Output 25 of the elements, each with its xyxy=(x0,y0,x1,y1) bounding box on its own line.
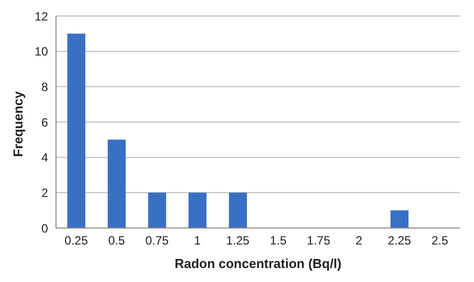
x-axis-title: Radon concentration (Bq/l) xyxy=(174,256,342,271)
x-tick-label: 1 xyxy=(194,234,202,248)
bar xyxy=(108,140,126,228)
y-tick-label: 6 xyxy=(41,115,48,130)
y-tick-label: 0 xyxy=(41,221,48,236)
x-tick-label: 1.25 xyxy=(226,234,250,248)
y-tick-label: 8 xyxy=(41,80,48,94)
x-tick-label: 1.5 xyxy=(270,234,287,248)
y-tick-label: 4 xyxy=(41,150,48,165)
bar xyxy=(67,34,86,228)
bar xyxy=(148,192,166,228)
x-tick-label: 2 xyxy=(356,234,363,248)
x-tick-label: 0.25 xyxy=(64,234,88,248)
y-tick-label: 10 xyxy=(34,44,48,59)
bar xyxy=(390,210,409,228)
x-tick-label: 0.5 xyxy=(108,234,126,248)
x-tick-label: 1.75 xyxy=(306,234,331,248)
y-tick-label: 12 xyxy=(34,9,48,24)
x-tick-label: 0.75 xyxy=(145,234,169,248)
bar xyxy=(228,192,247,228)
x-tick-label: 2.5 xyxy=(431,234,448,248)
y-axis-title: Frequency xyxy=(10,90,26,157)
bar xyxy=(188,192,207,228)
y-tick-label: 2 xyxy=(41,186,48,200)
x-tick-label: 2.25 xyxy=(388,234,412,248)
